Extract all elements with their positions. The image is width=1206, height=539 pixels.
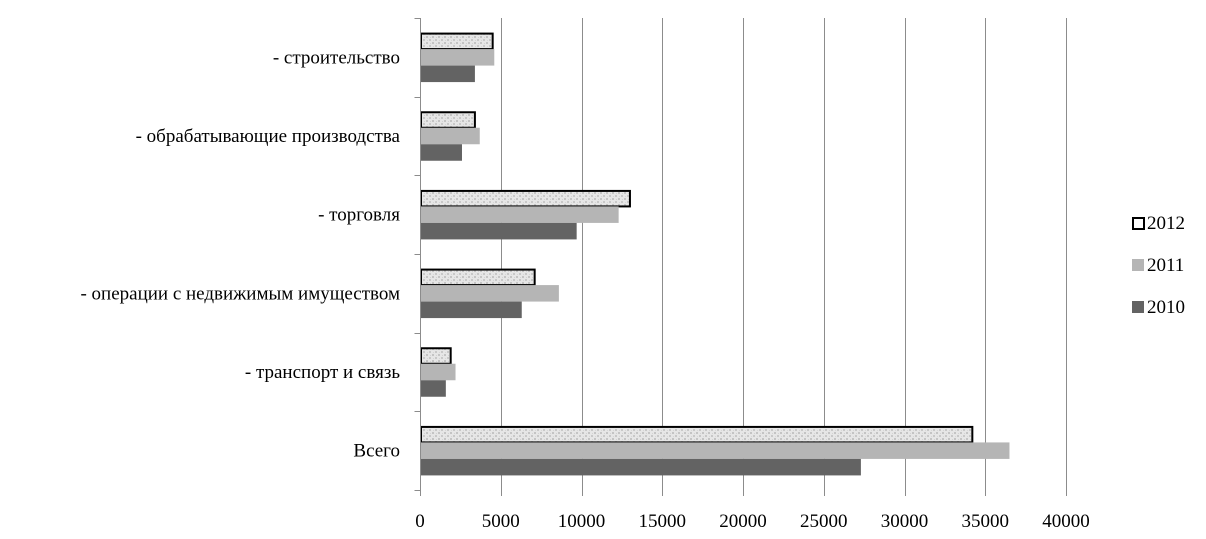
x-tick-label: 0: [415, 511, 425, 532]
legend-swatch-2012: [1132, 217, 1145, 230]
category-label: - операции с недвижимым имуществом: [80, 283, 400, 304]
gridlines: [501, 18, 1067, 490]
category-labels: Всего - транспорт и связь - операции с нед…: [80, 47, 400, 461]
bar-2011-2: [421, 285, 559, 302]
legend-label-2011: 2011: [1147, 255, 1184, 276]
bars: [420, 32, 1010, 476]
bar-2011-4: [421, 127, 480, 145]
bar-2010-5: [421, 65, 475, 83]
x-tick-label: 20000: [719, 511, 767, 532]
legend-label-2010: 2010: [1147, 297, 1185, 318]
category-label: - обрабатывающие производства: [136, 126, 401, 147]
axes: [414, 18, 1067, 496]
legend-swatch-2011: [1132, 259, 1144, 271]
category-label: - строительство: [273, 47, 400, 68]
bar-2010-3: [421, 222, 577, 240]
legend-label-2012: 2012: [1147, 213, 1185, 234]
bar-2012-5: [420, 32, 494, 51]
bar-2012-2: [420, 268, 536, 287]
bar-2010-0: [421, 458, 861, 476]
category-label: - транспорт и связь: [245, 362, 400, 383]
legend: 2012 2011 2010: [1132, 213, 1185, 318]
bar-2011-1: [421, 363, 456, 381]
bar-2011-5: [421, 49, 495, 66]
bar-2010-2: [421, 301, 522, 319]
x-tick-label: 5000: [482, 511, 520, 532]
x-tick-label: 15000: [639, 511, 687, 532]
bar-2012-3: [420, 189, 631, 208]
bar-2011-0: [421, 442, 1010, 459]
category-label: - торговля: [318, 205, 400, 226]
bar-2012-4: [420, 111, 476, 129]
bar-2010-4: [421, 144, 462, 161]
bar-2011-3: [421, 206, 619, 223]
bar-2012-0: [420, 425, 974, 444]
bar-2010-1: [421, 380, 446, 397]
x-tick-label: 30000: [881, 511, 929, 532]
x-tick-label: 40000: [1042, 511, 1090, 532]
legend-swatch-2010: [1132, 301, 1144, 313]
bar-2012-1: [420, 347, 452, 365]
x-tick-label: 25000: [800, 511, 848, 532]
category-label: Всего: [353, 441, 400, 462]
x-tick-labels: 0 5000 10000 15000 20000 25000 30000 35000 40000: [415, 511, 1090, 532]
x-tick-label: 35000: [962, 511, 1010, 532]
x-tick-label: 10000: [558, 511, 606, 532]
